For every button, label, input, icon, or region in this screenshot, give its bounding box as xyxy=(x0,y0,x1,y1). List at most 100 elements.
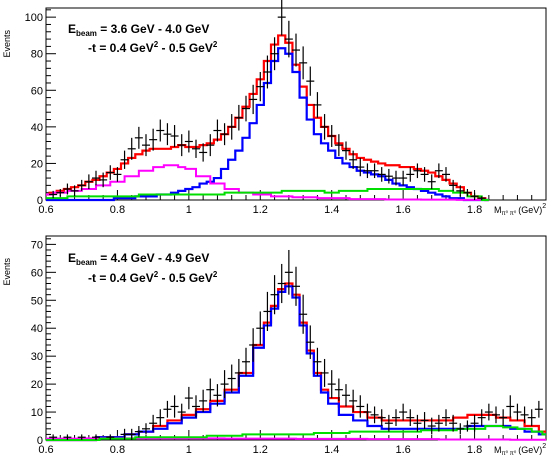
data-point xyxy=(106,434,115,440)
data-point xyxy=(406,409,415,427)
y-tick-label: 50 xyxy=(31,295,43,307)
data-point xyxy=(534,400,543,418)
data-point xyxy=(249,328,258,362)
data-point xyxy=(449,179,458,191)
data-point xyxy=(413,414,422,432)
data-point xyxy=(220,123,229,146)
data-point xyxy=(213,384,222,407)
data-point xyxy=(199,143,208,162)
data-point xyxy=(227,364,236,393)
x-tick-label: 1.8 xyxy=(467,444,482,456)
data-point xyxy=(70,185,79,197)
annotation-t-part: -t = 0.4 GeV xyxy=(88,271,154,285)
x-axis-title-sup: 2 xyxy=(542,443,546,450)
data-point xyxy=(456,423,465,435)
series-line-3 xyxy=(46,188,489,201)
x-axis-title-unit: (GeV) xyxy=(518,205,542,215)
data-point xyxy=(127,137,136,160)
data-point xyxy=(356,395,365,418)
x-axis-title-sup: 2 xyxy=(542,203,546,210)
data-point xyxy=(349,389,358,413)
y-tick-label: 40 xyxy=(31,122,43,134)
data-point xyxy=(342,141,350,160)
data-point xyxy=(106,165,115,180)
data-point xyxy=(199,389,208,413)
data-point xyxy=(49,434,58,440)
data-point xyxy=(327,125,336,147)
data-point xyxy=(192,139,200,158)
data-point xyxy=(227,114,236,140)
annotation-beam-sub: beam xyxy=(76,258,97,267)
data-point xyxy=(234,358,243,387)
data-point xyxy=(449,414,458,432)
data-point xyxy=(120,150,129,169)
y-tick-label: 70 xyxy=(31,239,43,251)
data-point xyxy=(306,66,315,96)
data-point xyxy=(327,370,336,399)
annotation-t-sup: 2 xyxy=(213,40,218,49)
annotation-beam-base: E xyxy=(68,251,76,265)
x-axis-title-base: M xyxy=(494,445,502,455)
data-point xyxy=(463,420,472,432)
data-point xyxy=(384,168,393,184)
data-point xyxy=(377,409,386,427)
data-point xyxy=(84,174,93,190)
data-point xyxy=(127,428,136,440)
data-point xyxy=(120,428,129,440)
x-axis-title-sub: π⁰ π⁰ xyxy=(502,450,517,457)
data-point xyxy=(134,126,143,149)
x-tick-label: 1 xyxy=(186,444,192,456)
annotation-t-part: -t = 0.4 GeV xyxy=(88,41,154,55)
data-point xyxy=(342,384,350,407)
data-point xyxy=(456,185,465,197)
data-point xyxy=(420,412,429,429)
data-point xyxy=(142,134,150,157)
data-point xyxy=(427,417,436,435)
y-tick-label: 20 xyxy=(31,379,43,391)
x-tick-label: 0.6 xyxy=(38,444,53,456)
data-point xyxy=(184,130,193,153)
data-point xyxy=(92,434,100,440)
x-tick-label: 0.6 xyxy=(38,204,53,216)
data-point xyxy=(149,414,158,432)
plot-frame xyxy=(45,7,547,201)
data-point xyxy=(492,406,500,424)
series-line-1 xyxy=(46,285,546,442)
data-point xyxy=(263,291,272,332)
x-axis-title-sub: π⁰ π⁰ xyxy=(502,210,517,217)
annotation-t-sup: 2 xyxy=(154,40,159,49)
data-point xyxy=(299,46,308,80)
x-tick-label: 1.2 xyxy=(253,444,268,456)
data-point xyxy=(513,403,522,421)
data-point xyxy=(484,403,493,421)
plot-frame xyxy=(45,235,547,441)
data-point xyxy=(156,409,165,427)
data-point xyxy=(206,378,215,401)
annotation-t-sup: 2 xyxy=(213,270,218,279)
data-point xyxy=(392,170,400,186)
data-point xyxy=(420,167,429,182)
data-point xyxy=(306,325,315,359)
data-point xyxy=(399,403,408,421)
data-point xyxy=(356,157,365,177)
data-point xyxy=(442,167,450,182)
data-point xyxy=(277,263,286,304)
panel-bottom: 0.6 0.8 1 1.2 1.4 1.6 1.8 0 10 20 30 40 50 60 70 Events… xyxy=(2,235,547,457)
annotation-t-range: -t = 0.4 GeV2 - 0.5 GeV2 xyxy=(88,40,218,55)
data-point xyxy=(320,358,329,387)
data-point xyxy=(49,190,58,199)
data-point xyxy=(499,409,508,427)
data-point xyxy=(113,167,122,182)
data-point xyxy=(284,249,293,295)
data-point xyxy=(63,183,72,195)
data-point xyxy=(170,395,179,418)
series-line-0 xyxy=(46,282,546,442)
data-point xyxy=(63,434,72,440)
y-axis-title: Events xyxy=(2,30,12,58)
data-point xyxy=(477,409,486,427)
x-tick-label: 1.4 xyxy=(324,444,339,456)
data-point xyxy=(149,128,158,151)
data-point xyxy=(192,395,200,418)
annotation-beam-sub: beam xyxy=(76,29,97,38)
